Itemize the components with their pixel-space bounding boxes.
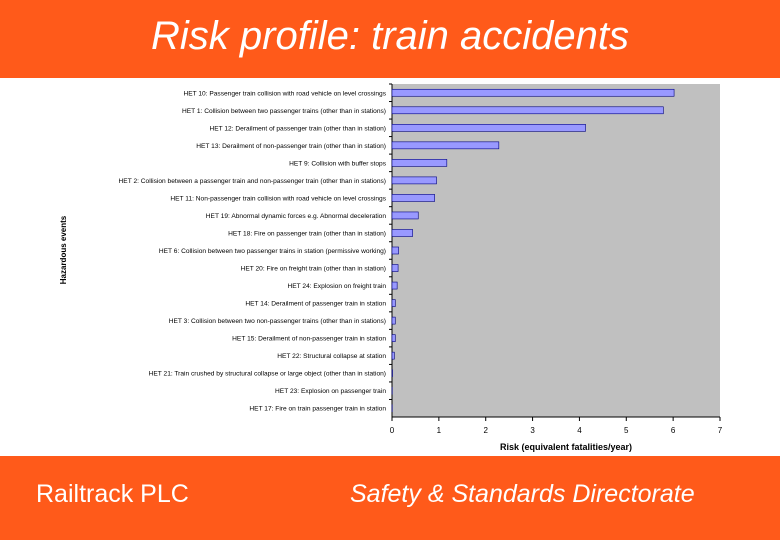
category-label: HET 21: Train crushed by structural coll… <box>149 371 386 378</box>
page-title: Risk profile: train accidents <box>151 14 629 58</box>
footer-banner <box>0 456 780 540</box>
bar <box>391 334 396 342</box>
bar <box>391 88 675 97</box>
x-tick-label: 1 <box>437 426 442 435</box>
bar <box>391 106 664 115</box>
bar <box>391 176 437 185</box>
bar <box>391 351 395 360</box>
footer-company: Railtrack PLC <box>36 480 189 508</box>
category-labels: HET 10: Passenger train collision with r… <box>119 90 387 412</box>
category-label: HET 1: Collision between two passenger t… <box>182 108 386 115</box>
category-label: HET 20: Fire on freight train (other tha… <box>241 266 386 273</box>
plot-area <box>392 84 720 417</box>
y-axis-label: Hazardous events <box>59 215 68 284</box>
bar <box>391 194 435 202</box>
x-tick-label: 2 <box>483 426 488 435</box>
category-label: HET 6: Collision between two passenger t… <box>159 248 386 255</box>
risk-chart: 0 1 2 3 4 5 6 7 HET 10: Passenger train collisi… <box>59 83 723 452</box>
category-label: HET 22: Structural collapse at station <box>277 353 386 360</box>
x-tick-label: 4 <box>577 426 582 435</box>
footer-directorate: Safety & Standards Directorate <box>350 480 695 508</box>
category-label: HET 9: Collision with buffer stops <box>289 160 387 167</box>
category-label: HET 14: Derailment of passenger train in… <box>245 301 386 308</box>
bar <box>391 229 413 237</box>
x-axis-label: Risk (equivalent fatalities/year) <box>500 442 632 452</box>
bar <box>391 159 448 167</box>
bar <box>391 281 398 290</box>
bar <box>391 246 399 255</box>
bar-series <box>391 88 675 413</box>
bar <box>391 316 396 325</box>
x-tick-label: 6 <box>671 426 676 435</box>
x-tick-label: 5 <box>624 426 629 435</box>
bar <box>391 299 396 307</box>
x-tick-label: 0 <box>390 426 395 435</box>
category-label: HET 17: Fire on train passenger train in… <box>249 406 386 413</box>
category-label: HET 2: Collision between a passenger tra… <box>119 178 386 185</box>
bar <box>391 141 500 150</box>
x-tick-label: 7 <box>718 426 723 435</box>
category-label: HET 11: Non-passenger train collision wi… <box>170 195 386 202</box>
category-label: HET 10: Passenger train collision with r… <box>183 90 386 97</box>
category-label: HET 15: Derailment of non-passenger trai… <box>232 336 386 343</box>
category-label: HET 23: Explosion on passenger train <box>275 388 386 395</box>
bar <box>391 264 399 272</box>
bar <box>391 211 419 220</box>
category-label: HET 13: Derailment of non-passenger trai… <box>196 143 386 150</box>
header-banner <box>0 0 780 78</box>
category-label: HET 24: Explosion on freight train <box>288 283 387 290</box>
x-tick-label: 3 <box>530 426 535 435</box>
category-label: HET 3: Collision between two non-passeng… <box>169 318 386 325</box>
bar <box>391 124 586 132</box>
category-label: HET 19: Abnormal dynamic forces e.g. Abn… <box>206 213 387 220</box>
category-label: HET 18: Fire on passenger train (other t… <box>228 230 386 237</box>
category-label: HET 12: Derailment of passenger train (o… <box>209 125 386 132</box>
